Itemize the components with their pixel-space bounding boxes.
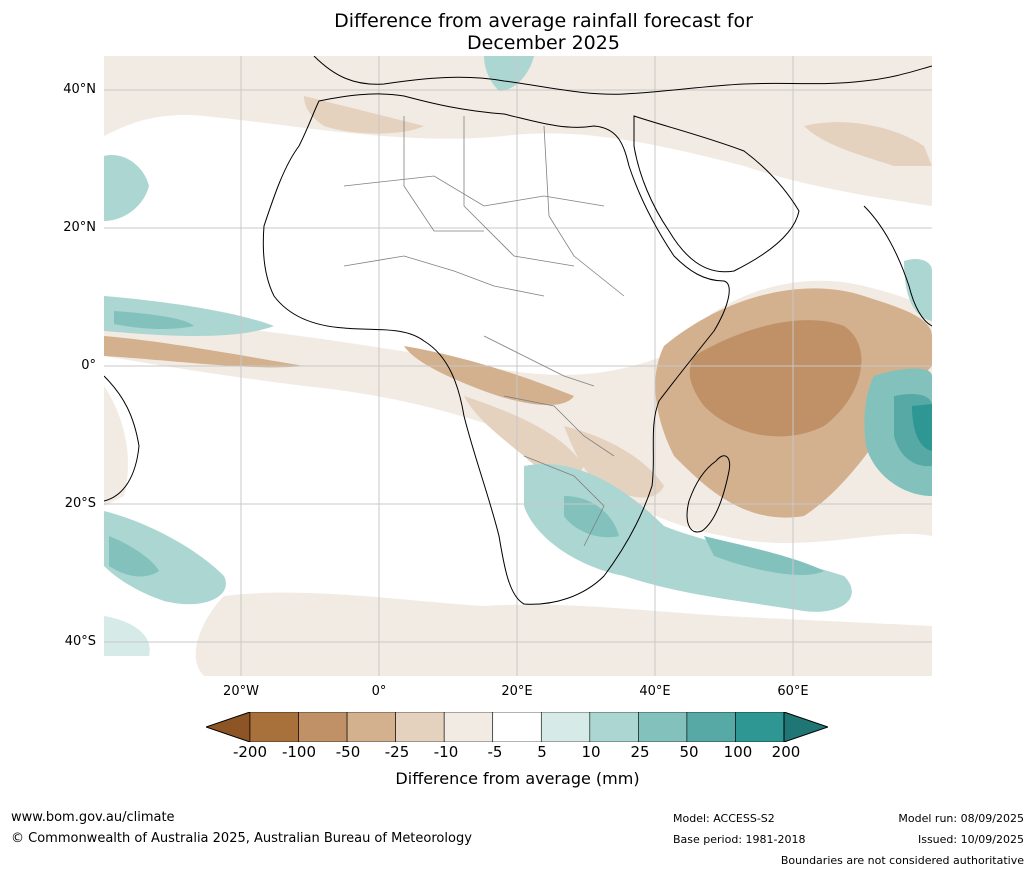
colorbar-arrow-left [204,711,251,743]
colorbar-tick-7: 5 [537,743,547,761]
colorbar-cell [395,711,445,743]
africa-coastline [262,93,730,605]
europe-coastline [313,56,932,95]
footer-model-run: Model run: 08/09/2025 [898,812,1024,825]
colorbar-tick-9: 25 [630,743,650,761]
colorbar-tick-4: -25 [384,743,410,761]
madagascar-coastline [686,455,731,533]
colorbar-tick-6: -5 [487,743,503,761]
coastlines [104,56,932,605]
colorbar-cell [589,711,639,743]
graticule [104,56,932,676]
colorbar-tick-8: 10 [581,743,601,761]
colorbar-tick-3: -50 [335,743,361,761]
south-america-coastline [104,375,140,502]
map-canvas [104,56,932,676]
colorbar-cells [249,711,785,743]
colorbar-cell [249,711,299,743]
title-line-1: Difference from average rainfall forecas… [334,10,753,32]
lat-label-40s: 40°S [64,634,96,649]
lat-label-equator: 0° [81,358,96,373]
colorbar-tick-11: 100 [723,743,753,761]
colorbar-cell [686,711,736,743]
colorbar-cell [443,711,494,743]
lat-label-20s: 20°S [64,496,96,511]
country-borders [343,116,625,547]
colorbar-cell [298,711,348,743]
lon-label-40e: 40°E [639,684,671,699]
colorbar-tick-5: -10 [433,743,459,761]
colorbar-tick-2: -100 [281,743,317,761]
footer-base-period: Base period: 1981-2018 [673,833,806,846]
colorbar-cell [492,711,542,743]
colorbar-svg [204,711,830,743]
map-title: Difference from average rainfall forecas… [0,10,1035,54]
colorbar-tick-10: 50 [679,743,699,761]
anomaly-fills [104,56,932,676]
colorbar-tick-1: -200 [232,743,268,761]
footer-url: www.bom.gov.au/climate [11,810,175,825]
colorbar-cell [346,711,396,743]
colorbar-cell [735,711,785,743]
lon-label-0: 0° [371,684,387,699]
footer-copyright: © Commonwealth of Australia 2025, Austra… [11,831,472,846]
colorbar-cell [540,711,591,743]
footer-disclaimer: Boundaries are not considered authoritat… [780,854,1024,867]
lon-label-20w: 20°W [223,684,259,699]
lon-label-20e: 20°E [501,684,533,699]
lon-label-60e: 60°E [777,684,809,699]
footer-model: Model: ACCESS-S2 [673,812,775,825]
footer-issued: Issued: 10/09/2025 [917,833,1024,846]
title-line-2: December 2025 [467,32,620,54]
colorbar-cell [638,711,688,743]
rainfall-map [104,56,932,676]
arabia-coastline [633,115,800,273]
colorbar [204,711,830,743]
colorbar-tick-12: 200 [771,743,801,761]
india-coastline [863,205,932,327]
lat-label-20n: 20°N [63,220,96,235]
lat-label-40n: 40°N [63,82,96,97]
colorbar-title: Difference from average (mm) [395,769,640,788]
colorbar-arrow-right [783,711,830,743]
